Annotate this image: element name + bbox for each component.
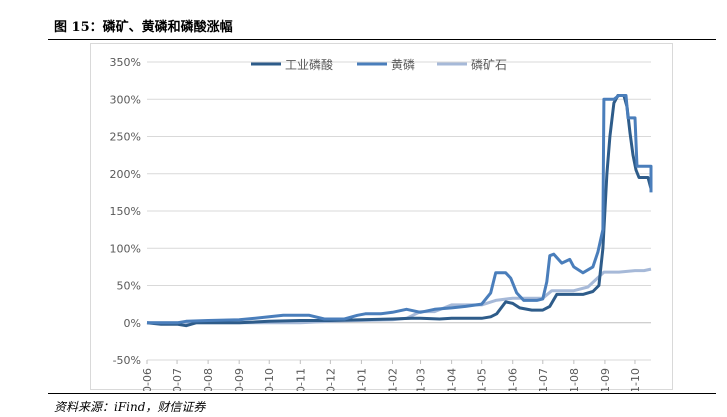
- legend-label: 工业磷酸: [285, 57, 333, 72]
- x-tick-label: 2021-03: [415, 368, 428, 391]
- x-tick-label: 2021-08: [568, 368, 581, 391]
- x-tick-label: 2020-09: [233, 368, 246, 391]
- series-line-2: [147, 94, 653, 325]
- y-tick-label: 200%: [110, 168, 141, 181]
- y-tick-label: -50%: [113, 354, 141, 367]
- source-note: 资料来源：iFind，财信证券: [54, 400, 206, 414]
- x-tick-label: 2021-01: [355, 368, 368, 391]
- x-tick-label: 2020-06: [141, 368, 154, 391]
- x-tick-label: 2020-08: [202, 368, 215, 391]
- x-tick-label: 2021-10: [629, 368, 642, 391]
- x-tick-label: 2020-07: [171, 368, 184, 391]
- x-tick-label: 2020-11: [294, 368, 307, 391]
- x-tick-label: 2021-09: [599, 368, 612, 391]
- y-tick-label: 300%: [110, 93, 141, 106]
- y-tick-label: 0%: [124, 317, 141, 330]
- source-divider: [48, 393, 716, 394]
- chart-frame: -50% 0% 50% 100% 150% 200% 250% 300% 350% 2020-06…: [90, 43, 673, 391]
- x-tick-label: 2020-12: [324, 368, 337, 391]
- y-tick-label: 350%: [110, 56, 141, 69]
- title-divider: [48, 39, 716, 40]
- x-tick-label: 2021-04: [446, 368, 459, 391]
- figure-title: 图 15：磷矿、黄磷和磷酸涨幅: [54, 20, 233, 35]
- x-tick-label: 2021-07: [537, 368, 550, 391]
- y-tick-label: 50%: [117, 280, 141, 293]
- legend-label: 黄磷: [391, 57, 415, 72]
- x-tick-label: 2021-02: [386, 368, 399, 391]
- x-tick-label: 2021-05: [476, 368, 489, 391]
- line-chart: -50% 0% 50% 100% 150% 200% 250% 300% 350% 2020-06…: [110, 56, 653, 391]
- y-tick-label: 100%: [110, 242, 141, 255]
- y-tick-label: 150%: [110, 205, 141, 218]
- x-tick-label: 2020-10: [263, 368, 276, 391]
- y-tick-label: 250%: [110, 131, 141, 144]
- legend-label: 磷矿石: [471, 57, 507, 72]
- series-line-3: [147, 267, 652, 325]
- x-tick-label: 2021-06: [507, 368, 520, 391]
